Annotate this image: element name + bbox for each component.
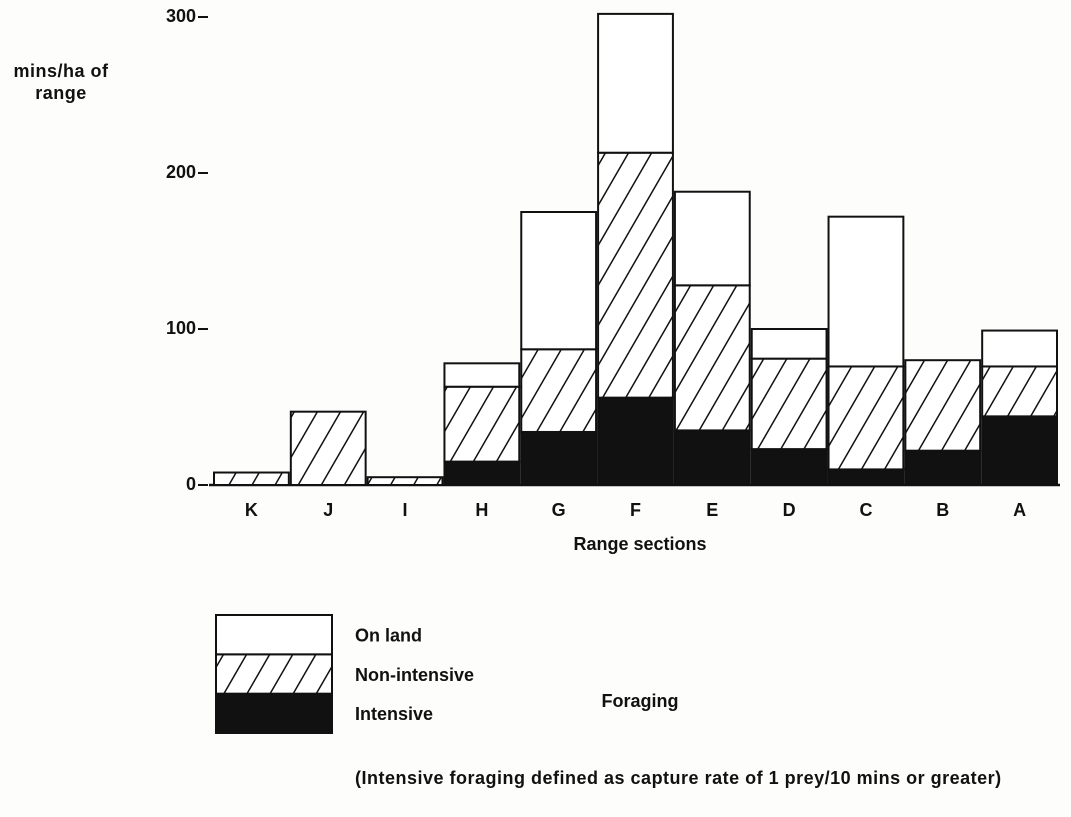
bar-segment: [904, 449, 982, 486]
bar-segment: [597, 12, 674, 154]
legend-label: On land: [355, 625, 422, 645]
bar-segment: [673, 284, 751, 432]
bar-segment: [827, 215, 905, 368]
legend-label: Non-intensive: [355, 665, 474, 685]
bar-segment: [520, 348, 598, 433]
bar-segment: [443, 362, 521, 388]
bar-segment: [520, 430, 598, 486]
x-tick-label: B: [936, 500, 949, 520]
x-tick-label: A: [1013, 500, 1026, 520]
bar-segment: [597, 396, 674, 487]
bar-segment: [673, 190, 751, 287]
bar-segment: [904, 359, 982, 452]
footnote: (Intensive foraging defined as capture r…: [355, 768, 1002, 788]
bar-segment: [981, 365, 1059, 418]
bar-segment: [981, 329, 1059, 368]
bar-segment: [750, 357, 828, 451]
x-tick-label: I: [403, 500, 408, 520]
bar-segment: [213, 471, 290, 486]
x-tick-label: D: [783, 500, 796, 520]
bar-segment: [750, 448, 828, 486]
bar-segment: [750, 328, 828, 360]
bar-segment: [673, 429, 751, 486]
x-tick-label: J: [323, 500, 333, 520]
bar-segment: [443, 460, 521, 487]
legend-title: Foraging: [602, 691, 679, 711]
x-tick-label: F: [630, 500, 641, 520]
x-tick-label: C: [859, 500, 872, 520]
bar-segment: [827, 365, 905, 471]
legend-swatch: [215, 653, 333, 695]
x-axis-label: Range sections: [573, 534, 706, 554]
x-tick-label: G: [552, 500, 566, 520]
y-tick-label: 0: [186, 474, 196, 494]
legend-swatch: [215, 692, 333, 735]
x-tick-label: H: [475, 500, 488, 520]
legend-label: Intensive: [355, 704, 433, 724]
bar-segment: [827, 468, 905, 486]
x-tick-label: E: [706, 500, 718, 520]
y-axis-label: mins/ha of range: [13, 61, 109, 103]
x-tick-label: K: [245, 500, 258, 520]
bar-segment: [597, 151, 674, 399]
y-tick-label: 200: [166, 162, 196, 182]
bar-segment: [981, 415, 1059, 486]
bar-segment: [520, 211, 598, 351]
y-tick-label: 100: [166, 318, 196, 338]
bar-segment: [289, 410, 367, 486]
bar-segment: [443, 385, 521, 463]
y-tick-label: 300: [166, 6, 196, 26]
legend-swatch: [215, 614, 333, 656]
bar-segment: [366, 476, 444, 487]
